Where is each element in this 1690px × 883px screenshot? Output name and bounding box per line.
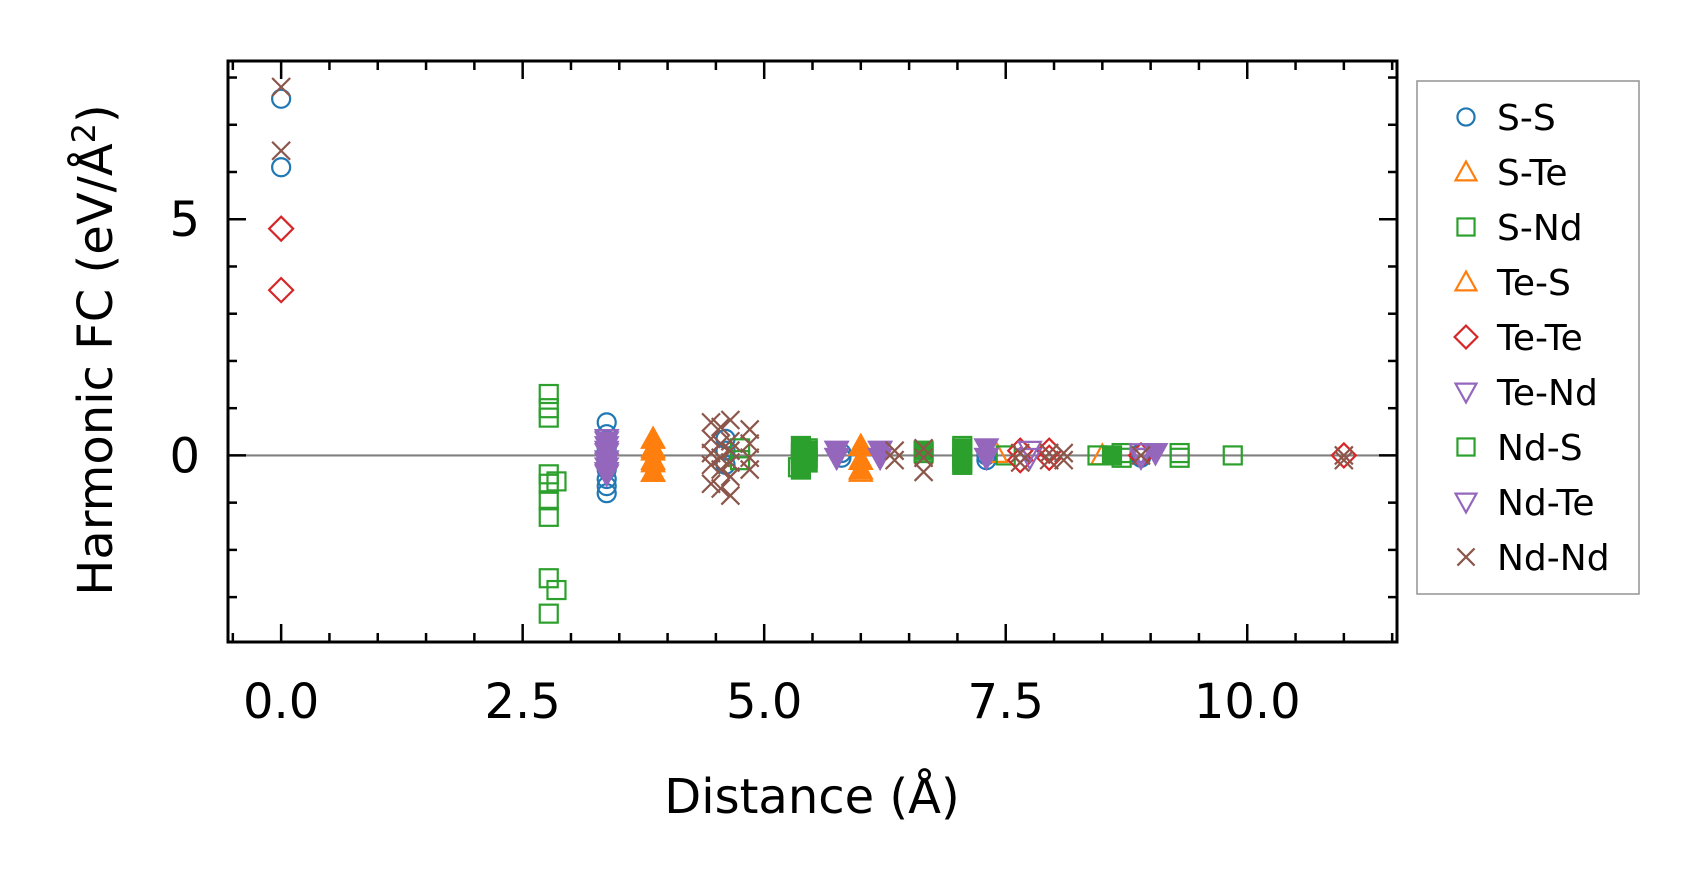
- point-nd-nd: [701, 473, 721, 494]
- tick-labels: 0.0 2.5 5.0 7.5 10.0 0 5: [169, 192, 1300, 730]
- point-te-nd: [1017, 440, 1043, 464]
- point-nd-nd: [884, 450, 905, 470]
- legend-label-s-s: S-S: [1497, 98, 1556, 139]
- point-nd-nd: [1334, 450, 1354, 470]
- legend-label-te-te: Te-Te: [1496, 318, 1583, 359]
- point-nd-nd: [913, 448, 934, 468]
- point-nd-te: [1142, 443, 1169, 467]
- legend-label-nd-nd: Nd-Nd: [1497, 538, 1610, 579]
- point-nd-nd: [1010, 443, 1030, 463]
- point-te-te: [267, 276, 295, 304]
- point-s-nd: [729, 438, 751, 459]
- point-nd-te: [593, 462, 620, 486]
- legend-label-te-nd: Te-Nd: [1496, 373, 1598, 414]
- point-nd-s: [1101, 445, 1123, 466]
- point-nd-te: [593, 440, 620, 464]
- point-nd-nd: [271, 77, 291, 97]
- point-te-nd: [1128, 447, 1154, 472]
- legend-marker-s-te: [1453, 159, 1479, 182]
- point-nd-nd: [1039, 443, 1059, 463]
- point-nd-nd: [1131, 445, 1151, 466]
- legend-label-te-s: Te-S: [1496, 263, 1571, 304]
- point-s-nd: [995, 445, 1016, 466]
- point-s-nd: [729, 450, 751, 471]
- point-te-nd: [1128, 443, 1154, 467]
- data-points: [267, 77, 1358, 624]
- point-nd-nd: [701, 455, 721, 475]
- legend-label-s-te: S-Te: [1497, 153, 1568, 194]
- point-s-nd: [538, 568, 559, 589]
- x-tick-label: 10.0: [1194, 674, 1301, 730]
- legend-marker-s-s: [1456, 107, 1476, 127]
- point-nd-nd: [720, 452, 741, 473]
- plot-frame: [226, 59, 1399, 644]
- point-nd-te: [973, 447, 1000, 472]
- x-axis-label: Distance (Å): [664, 768, 959, 825]
- point-nd-nd: [701, 412, 721, 433]
- point-nd-nd: [1053, 443, 1074, 463]
- y-axis-label-close: ): [68, 104, 124, 123]
- point-nd-nd: [1010, 452, 1030, 473]
- point-s-s: [271, 157, 292, 178]
- legend-marker-nd-te: [1453, 492, 1479, 515]
- point-nd-nd: [720, 466, 741, 487]
- point-nd-nd: [884, 440, 905, 461]
- legend-marker-nd-s: [1456, 437, 1476, 457]
- point-nd-nd: [710, 417, 731, 437]
- point-s-nd: [538, 473, 559, 494]
- point-te-s: [847, 456, 874, 480]
- point-s-nd: [538, 407, 559, 428]
- y-tick-label: 5: [169, 192, 200, 248]
- legend-marker-s-nd: [1456, 217, 1476, 237]
- legend-marker-te-nd: [1453, 382, 1479, 405]
- point-nd-nd: [710, 478, 731, 499]
- point-s-nd: [546, 471, 567, 492]
- point-nd-s: [952, 454, 973, 475]
- point-s-nd: [538, 383, 559, 405]
- point-s-nd: [546, 579, 567, 601]
- point-s-s: [271, 88, 292, 109]
- point-nd-nd: [1039, 450, 1059, 470]
- y-axis-label-main: Harmonic FC (eV/Å: [67, 143, 124, 596]
- legend-marker-te-te: [1453, 324, 1479, 350]
- point-nd-nd: [271, 140, 291, 161]
- point-nd-te: [823, 447, 850, 472]
- point-nd-nd: [1334, 445, 1354, 466]
- point-nd-s: [913, 440, 934, 461]
- x-tick-label: 2.5: [484, 674, 560, 730]
- y-tick-label: 0: [169, 428, 200, 484]
- point-nd-s: [797, 452, 818, 473]
- point-s-nd: [1222, 445, 1243, 466]
- point-nd-nd: [739, 419, 760, 440]
- point-nd-nd: [1053, 450, 1074, 470]
- point-nd-nd: [720, 410, 741, 430]
- point-nd-nd: [720, 485, 741, 506]
- point-nd-nd: [739, 459, 760, 480]
- x-tick-label: 5.0: [726, 674, 802, 730]
- legend-label-nd-s: Nd-S: [1497, 428, 1583, 469]
- point-nd-nd: [701, 429, 721, 449]
- y-axis-label: Harmonic FC (eV/Å2): [65, 104, 124, 596]
- point-nd-nd: [720, 431, 741, 452]
- x-tick-label: 7.5: [968, 674, 1044, 730]
- point-nd-nd: [913, 462, 934, 482]
- point-te-s: [640, 458, 666, 482]
- point-nd-nd: [739, 433, 760, 454]
- point-te-te: [1006, 446, 1034, 474]
- legend-label-nd-te: Nd-Te: [1497, 483, 1595, 524]
- y-axis-label-exponent: 2: [65, 123, 103, 143]
- point-s-nd: [1169, 447, 1190, 468]
- point-s-nd: [538, 506, 559, 527]
- x-tick-label: 0.0: [243, 674, 319, 730]
- point-nd-nd: [710, 459, 731, 480]
- legend-marker-te-s: [1453, 269, 1479, 292]
- legend-marker-nd-nd: [1456, 547, 1476, 567]
- legend-label-s-nd: S-Nd: [1497, 208, 1583, 249]
- legend: S-S S-Te S-Nd Te-S Te-Te Te-Nd Nd-S Nd-Te Nd-Nd: [1416, 80, 1640, 595]
- point-te-te: [267, 215, 295, 243]
- point-nd-nd: [913, 438, 934, 459]
- point-s-nd: [538, 603, 559, 624]
